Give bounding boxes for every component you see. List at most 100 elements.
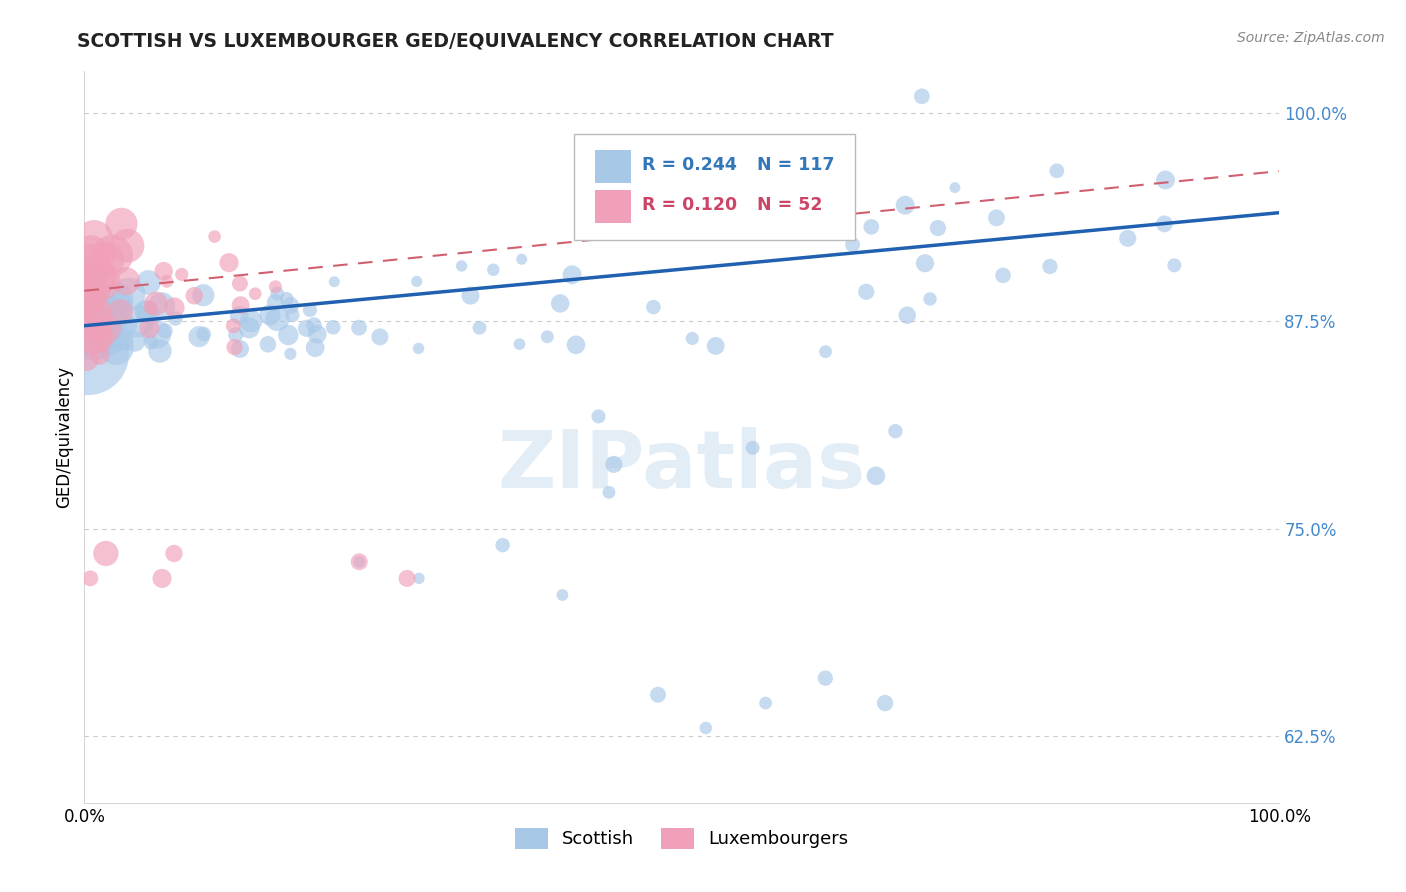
Point [295, 321, 318, 335]
Point [96, 252, 118, 267]
Point [307, 327, 329, 342]
Point [1154, 173, 1177, 187]
Point [565, 338, 588, 352]
Point [79, 571, 101, 585]
Point [323, 275, 346, 289]
Point [943, 180, 966, 194]
Point [396, 571, 419, 585]
Point [914, 256, 936, 270]
Point [127, 314, 149, 328]
Point [75, 296, 97, 310]
Point [281, 308, 304, 322]
Point [135, 304, 157, 318]
Point [482, 262, 505, 277]
Point [96, 298, 118, 312]
Point [875, 696, 897, 710]
Point [76, 272, 98, 286]
Point [80, 298, 103, 312]
Point [165, 311, 187, 326]
Point [93, 247, 115, 261]
Point [75, 310, 97, 324]
Point [101, 248, 124, 262]
Point [551, 588, 574, 602]
Point [138, 276, 160, 290]
Point [83, 302, 105, 317]
Point [163, 301, 186, 315]
Point [259, 308, 281, 322]
Point [149, 343, 172, 358]
Point [96, 322, 118, 336]
Point [245, 286, 267, 301]
Bar [595, 150, 630, 183]
Point [643, 300, 665, 314]
Point [450, 259, 472, 273]
Point [347, 320, 370, 334]
Point [280, 298, 302, 312]
Point [204, 229, 226, 244]
Point [83, 293, 105, 308]
Point [266, 312, 288, 326]
Point [349, 555, 371, 569]
Point [103, 321, 125, 335]
Point [89, 307, 111, 321]
Point [101, 336, 124, 351]
Point [97, 306, 120, 320]
Point [266, 286, 288, 301]
Point [911, 89, 934, 103]
Point [90, 274, 112, 288]
Point [841, 237, 863, 252]
Point [76, 256, 98, 270]
Point [408, 571, 430, 585]
Point [508, 337, 530, 351]
Point [87, 330, 110, 344]
Point [238, 321, 260, 335]
Point [77, 347, 100, 361]
Point [153, 324, 176, 338]
Text: R = 0.120: R = 0.120 [643, 196, 738, 214]
Point [79, 247, 101, 261]
Y-axis label: GED/Equivalency: GED/Equivalency [55, 366, 73, 508]
Point [717, 190, 740, 204]
Point [105, 341, 128, 355]
Point [814, 344, 837, 359]
Point [588, 409, 610, 424]
Point [647, 688, 669, 702]
Point [229, 342, 252, 356]
Point [193, 326, 215, 341]
Point [75, 336, 97, 351]
Point [76, 259, 98, 273]
Point [280, 347, 302, 361]
Point [986, 211, 1008, 225]
Point [918, 292, 941, 306]
Point [75, 337, 97, 351]
Point [349, 555, 371, 569]
Point [991, 268, 1014, 283]
Point [222, 318, 245, 333]
Point [82, 327, 104, 342]
Point [94, 309, 117, 323]
Point [460, 288, 482, 302]
Point [894, 198, 917, 212]
Point [276, 292, 298, 306]
Point [1116, 231, 1139, 245]
Point [80, 313, 103, 327]
Point [322, 320, 344, 334]
Point [79, 322, 101, 336]
Point [240, 314, 263, 328]
Point [145, 296, 167, 310]
Point [84, 276, 107, 290]
Point [598, 485, 620, 500]
Point [1046, 163, 1069, 178]
Point [170, 268, 193, 282]
Point [93, 314, 115, 328]
Point [152, 264, 174, 278]
Point [87, 330, 110, 344]
Text: R = 0.244: R = 0.244 [643, 156, 737, 174]
Point [136, 306, 159, 320]
Point [408, 342, 430, 356]
Point [257, 337, 280, 351]
Point [83, 232, 105, 246]
Point [118, 287, 141, 301]
Point [163, 546, 186, 560]
Text: N = 117: N = 117 [758, 156, 835, 174]
